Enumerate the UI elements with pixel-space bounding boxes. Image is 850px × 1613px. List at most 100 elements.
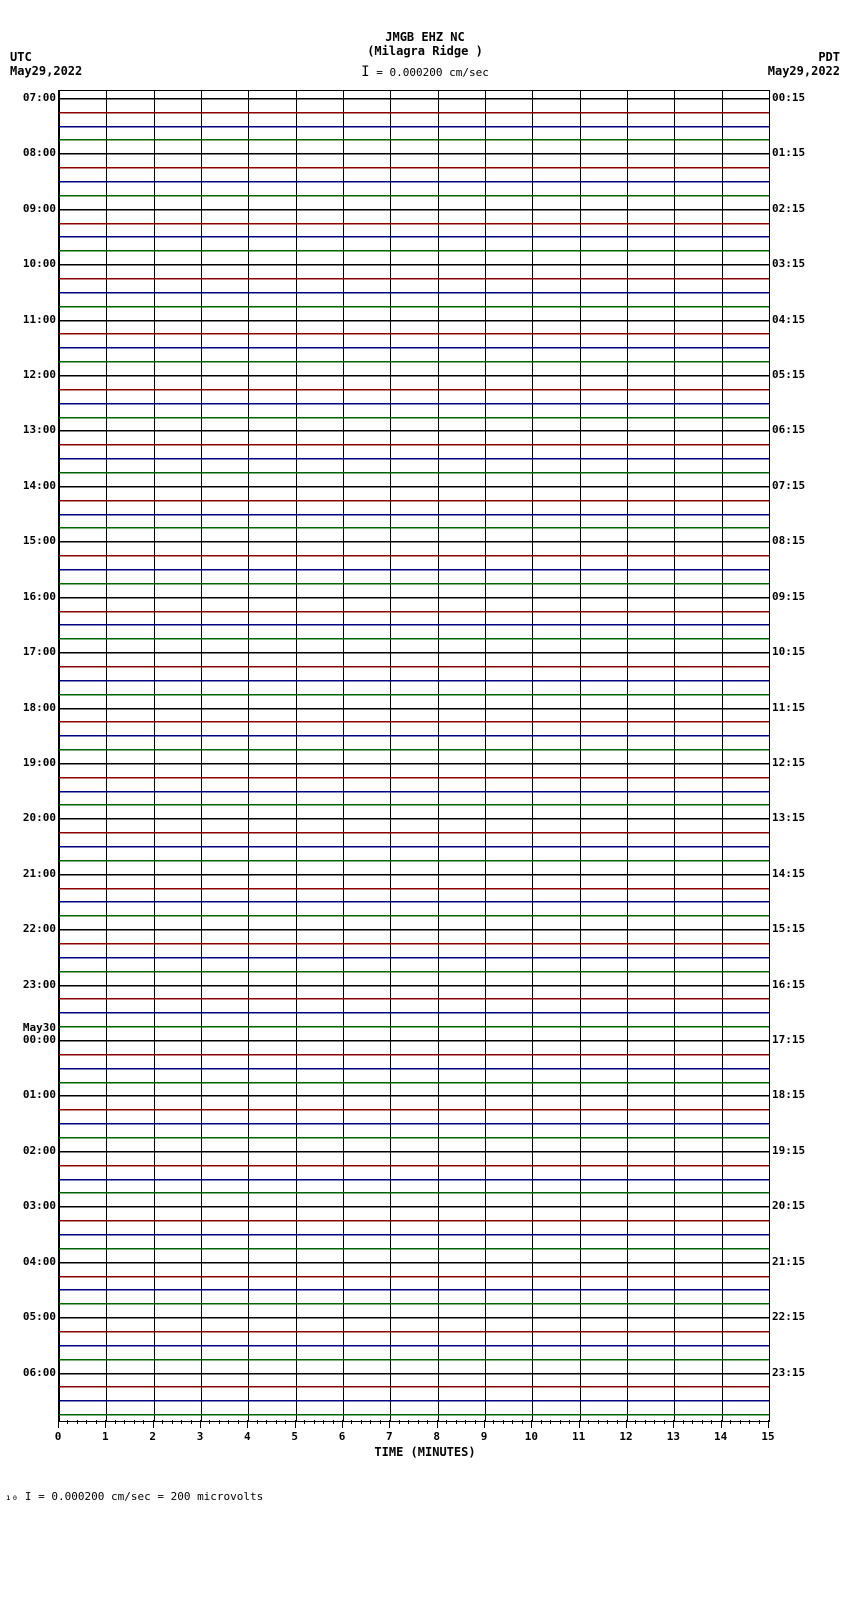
vgrid-line: [390, 91, 391, 1421]
seismic-trace: [59, 527, 769, 528]
xtick-major: [484, 1420, 485, 1428]
scale-bar-icon: I: [361, 64, 369, 80]
seismic-trace: [59, 361, 769, 362]
right-time-label: 10:15: [772, 645, 805, 658]
xtick-minor: [228, 1420, 229, 1424]
left-time-label: 13:00: [6, 423, 56, 436]
seismic-trace: [59, 583, 769, 584]
seismic-trace: [59, 444, 769, 445]
right-time-label: 07:15: [772, 479, 805, 492]
seismic-trace: [59, 264, 769, 265]
xtick-major: [673, 1420, 674, 1428]
left-time-label: 07:00: [6, 91, 56, 104]
xtick-minor: [399, 1420, 400, 1424]
footer-prefix: ₁₀ I: [5, 1490, 32, 1503]
xtick-minor: [191, 1420, 192, 1424]
seismic-trace: [59, 832, 769, 833]
left-time-label: 01:00: [6, 1088, 56, 1101]
seismic-trace: [59, 1386, 769, 1387]
seismic-trace: [59, 985, 769, 986]
seismic-trace: [59, 804, 769, 805]
xtick-minor: [465, 1420, 466, 1424]
xtick-minor: [512, 1420, 513, 1424]
seismic-trace: [59, 195, 769, 196]
vgrid-line: [769, 91, 770, 1421]
xtick-minor: [134, 1420, 135, 1424]
left-time-label: 08:00: [6, 146, 56, 159]
left-time-label: 18:00: [6, 701, 56, 714]
left-time-label: 22:00: [6, 922, 56, 935]
scale-indicator: I = 0.000200 cm/sec: [0, 64, 850, 80]
vgrid-line: [296, 91, 297, 1421]
seismic-trace: [59, 333, 769, 334]
xtick-minor: [617, 1420, 618, 1424]
seismic-trace: [59, 998, 769, 999]
vgrid-line: [59, 91, 60, 1421]
seismic-trace: [59, 1054, 769, 1055]
xtick-minor: [67, 1420, 68, 1424]
xtick-label: 15: [761, 1430, 774, 1443]
seismic-trace: [59, 250, 769, 251]
xtick-minor: [162, 1420, 163, 1424]
vgrid-line: [722, 91, 723, 1421]
left-time-label: 10:00: [6, 257, 56, 270]
xtick-minor: [181, 1420, 182, 1424]
seismic-trace: [59, 1317, 769, 1318]
xtick-minor: [266, 1420, 267, 1424]
xtick-minor: [560, 1420, 561, 1424]
left-time-label: 21:00: [6, 867, 56, 880]
xtick-minor: [550, 1420, 551, 1424]
seismic-trace: [59, 1192, 769, 1193]
seismic-trace: [59, 915, 769, 916]
seismic-trace: [59, 1414, 769, 1415]
station-title-line2: (Milagra Ridge ): [0, 44, 850, 58]
right-time-label: 00:15: [772, 91, 805, 104]
seismic-trace: [59, 763, 769, 764]
seismic-trace: [59, 236, 769, 237]
right-time-label: 01:15: [772, 146, 805, 159]
seismic-trace: [59, 223, 769, 224]
seismic-trace: [59, 1151, 769, 1152]
xtick-minor: [759, 1420, 760, 1424]
seismic-trace: [59, 1179, 769, 1180]
xtick-major: [437, 1420, 438, 1428]
xtick-minor: [692, 1420, 693, 1424]
xtick-major: [247, 1420, 248, 1428]
seismic-trace: [59, 555, 769, 556]
right-time-label: 09:15: [772, 590, 805, 603]
seismic-trace: [59, 417, 769, 418]
xtick-minor: [607, 1420, 608, 1424]
vgrid-line: [154, 91, 155, 1421]
xtick-minor: [370, 1420, 371, 1424]
seismic-trace: [59, 1026, 769, 1027]
seismic-trace: [59, 1123, 769, 1124]
xtick-minor: [351, 1420, 352, 1424]
left-time-label: 06:00: [6, 1366, 56, 1379]
xtick-minor: [446, 1420, 447, 1424]
seismic-trace: [59, 846, 769, 847]
xtick-label: 11: [572, 1430, 585, 1443]
vgrid-line: [343, 91, 344, 1421]
seismic-trace: [59, 486, 769, 487]
station-title-line1: JMGB EHZ NC: [0, 30, 850, 44]
seismic-trace: [59, 126, 769, 127]
seismic-trace: [59, 818, 769, 819]
seismic-trace: [59, 1109, 769, 1110]
seismic-trace: [59, 209, 769, 210]
seismic-trace: [59, 1137, 769, 1138]
xtick-minor: [749, 1420, 750, 1424]
scale-text: = 0.000200 cm/sec: [370, 66, 489, 79]
left-time-label: 19:00: [6, 756, 56, 769]
seismic-trace: [59, 1373, 769, 1374]
xtick-label: 8: [433, 1430, 440, 1443]
xtick-minor: [475, 1420, 476, 1424]
seismic-trace: [59, 139, 769, 140]
footer-text: = 0.000200 cm/sec = 200 microvolts: [32, 1490, 264, 1503]
xtick-label: 7: [386, 1430, 393, 1443]
xtick-minor: [493, 1420, 494, 1424]
seismic-trace: [59, 1082, 769, 1083]
seismic-trace: [59, 278, 769, 279]
vgrid-line: [532, 91, 533, 1421]
seismic-trace: [59, 1234, 769, 1235]
x-axis-label: TIME (MINUTES): [0, 1445, 850, 1459]
